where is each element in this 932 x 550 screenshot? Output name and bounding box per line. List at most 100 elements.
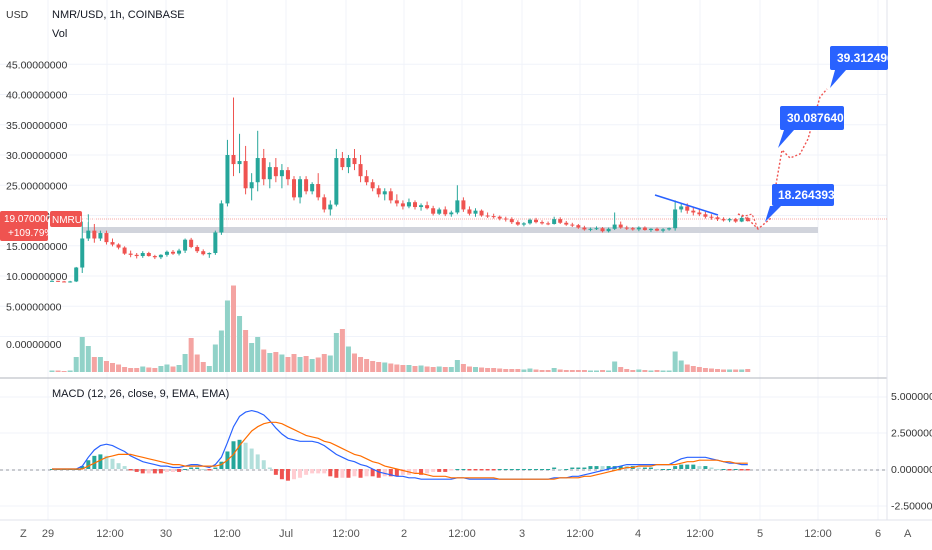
macd-hist-bar (201, 469, 206, 470)
price-label: 30.00000000 (6, 150, 67, 162)
macd-hist-bar (642, 467, 647, 469)
volume-bar (715, 369, 720, 372)
price-label: 45.00000000 (6, 59, 67, 71)
macd-hist-bar (171, 469, 175, 472)
candle (443, 206, 448, 217)
macd-hist-bar (709, 467, 714, 469)
macd-hist-bar (158, 469, 163, 474)
volume-bar (85, 346, 91, 372)
price-tag-change: +109.79% (8, 228, 53, 239)
volume-bars (49, 285, 751, 372)
macd-hist-bar (570, 467, 575, 469)
volume-bar (696, 367, 702, 372)
callout-2[interactable]: 30.08764064 (778, 106, 857, 148)
volume-bar (358, 357, 364, 372)
macd-hist-bar (116, 463, 121, 469)
macd-hist-bar (334, 469, 339, 478)
macd-hist-bar (449, 469, 454, 471)
macd-hist-bar (661, 469, 666, 470)
volume-bar (49, 370, 55, 372)
volume-bar (721, 369, 727, 372)
candle (406, 198, 411, 209)
macd-axis-label: 0.00000000 (891, 464, 932, 476)
volume-bar (684, 364, 690, 372)
callout-3[interactable]: 39.31249619 (830, 46, 907, 88)
volume-bar (739, 369, 745, 372)
candle (636, 226, 641, 232)
candles[interactable] (50, 97, 750, 283)
macd-hist-bar (437, 469, 442, 472)
candle (594, 226, 599, 231)
volume-bar (430, 367, 436, 372)
symbol-legend[interactable]: NMR/USD, 1h, COINBASE (52, 9, 185, 21)
volume-bar (140, 366, 146, 372)
macd-hist-bar (503, 469, 508, 470)
time-axis[interactable]: 29 12:00 30 12:00 Jul 12:00 2 12:00 3 12:00 4 12:00… (42, 528, 881, 540)
callout-3-text: 39.31249619 (837, 51, 907, 65)
volume-bar (636, 369, 642, 372)
candle (164, 250, 169, 257)
volume-bar (690, 366, 696, 372)
macd-axis[interactable]: 5.00000000 2.50000000 0.00000000 -2.5000000… (891, 391, 932, 513)
macd-hist-bar (292, 469, 296, 480)
volume-bar (158, 366, 164, 372)
candle (642, 226, 647, 231)
volume-bar (285, 357, 291, 372)
candle (80, 221, 85, 273)
macd-hist-bar (618, 466, 623, 469)
volume-bar (388, 363, 394, 372)
price-tag-value: 19.07000000 (4, 214, 63, 225)
z-icon[interactable]: Z (20, 528, 27, 540)
volume-bar (231, 285, 236, 372)
macd-hist-bar (261, 460, 266, 469)
callout-1[interactable]: 18.26439393 (765, 184, 848, 222)
macd-hist-bar (394, 469, 399, 477)
macd-hist-bar (382, 469, 387, 477)
time-label: 12:00 (566, 528, 594, 540)
candle (358, 155, 363, 183)
candle (261, 148, 266, 186)
macd-axis-label: 5.00000000 (891, 391, 932, 403)
candle (231, 97, 236, 177)
volume-bar (563, 370, 569, 372)
candle (727, 217, 732, 223)
candle (364, 170, 369, 186)
macd-hist-bar (715, 469, 720, 470)
projection-path[interactable] (737, 88, 828, 230)
volume-bar (345, 346, 351, 372)
candle (618, 221, 623, 229)
volume-bar (261, 349, 267, 372)
macd-hist-bar (655, 469, 659, 470)
volume-bar (539, 370, 545, 372)
macd-hist-bar (455, 469, 460, 470)
time-label: 12:00 (96, 528, 124, 540)
support-zone[interactable] (82, 227, 818, 233)
candle (552, 216, 557, 225)
candle (515, 220, 520, 226)
price-axis[interactable]: 45.00000000 40.00000000 35.00000000 30.0000… (6, 59, 67, 351)
trend-line-upper[interactable] (654, 194, 719, 216)
auto-icon[interactable]: A (904, 528, 912, 540)
candle (225, 139, 230, 207)
macd-hist-bar (316, 469, 321, 474)
volume-bar (473, 367, 478, 372)
candle (606, 227, 611, 233)
macd-legend[interactable]: MACD (12, 26, close, 9, EMA, EMA) (52, 388, 229, 400)
candle (497, 215, 502, 221)
volume-bar (424, 366, 430, 372)
candle (152, 254, 157, 260)
candle (703, 211, 708, 219)
macd-hist-bar (491, 469, 496, 471)
time-label: 29 (42, 528, 54, 540)
volume-bar (364, 359, 370, 372)
volume-bar (309, 359, 315, 372)
macd-hist-bar (467, 469, 472, 471)
price-label: 0.00000000 (6, 339, 62, 351)
volume-bar (436, 366, 442, 372)
macd-hist-bar (606, 466, 611, 469)
volume-legend[interactable]: Vol (52, 28, 67, 40)
price-tag: 19.07000000 +109.79% NMRUSD (0, 211, 96, 241)
candle (56, 280, 61, 283)
macd-hist-bar (431, 469, 436, 472)
